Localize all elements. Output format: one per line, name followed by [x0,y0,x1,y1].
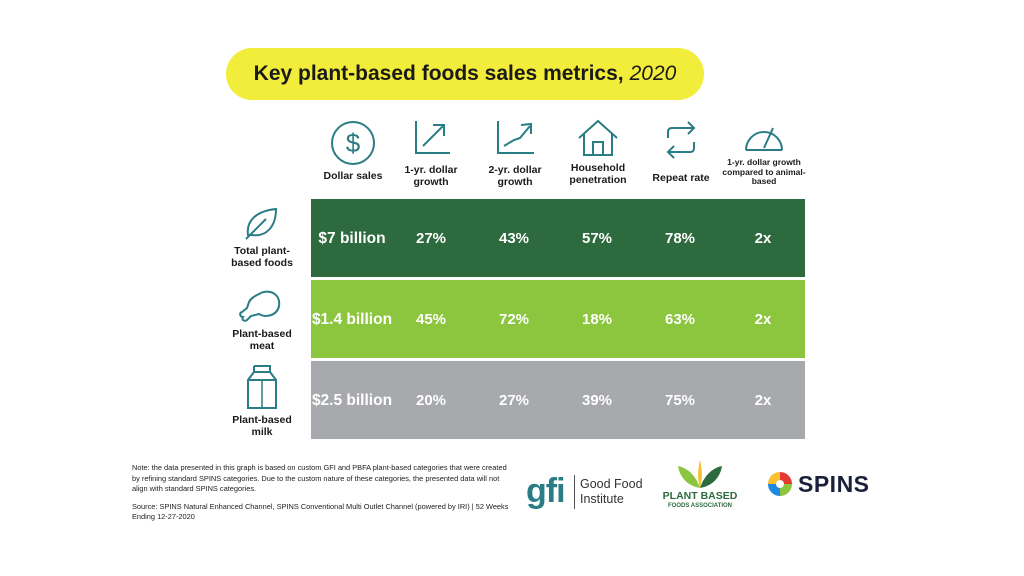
leaf-icon [245,207,278,240]
pbfa-line2: FOODS ASSOCIATION [667,503,732,509]
title-main: Key plant-based foods sales metrics, [253,62,624,85]
pbfa-logo: PLANT BASED FOODS ASSOCIATION [660,458,740,514]
cell-household-penetration: 18% [581,310,613,328]
column-label: 1-yr. dollar growth compared to animal-b… [722,157,806,186]
row-plant-based-milk: $2.5 billion 20% 27% 39% 75% 2x [311,361,805,439]
cell-repeat-rate: 78% [664,229,696,247]
cell-repeat-rate: 75% [664,391,696,409]
cell-dollar-sales: $2.5 billion [311,391,393,409]
cell-2yr-growth: 43% [498,229,530,247]
cell-2yr-growth: 72% [498,310,530,328]
row-label-total: Total plant-based foods [222,205,302,269]
gfi-logo: gfi Good Food Institute [526,471,648,515]
cell-household-penetration: 57% [581,229,613,247]
gfi-name-line2: Institute [580,492,624,506]
svg-text:$: $ [346,128,361,158]
cell-vs-animal: 2x [754,391,772,409]
row-plant-based-meat: $1.4 billion 45% 72% 18% 63% 2x [311,280,805,358]
cell-dollar-sales: $1.4 billion [311,310,393,328]
gfi-name-line1: Good Food [580,477,643,491]
cell-2yr-growth: 27% [498,391,530,409]
pbfa-line1: PLANT BASED [662,490,738,502]
column-label: Dollar sales [323,170,383,182]
gfi-mark: gfi [526,472,566,510]
milk-carton-icon [247,365,277,409]
column-header-2yr-growth: 2-yr. dollar growth [470,118,560,188]
cell-dollar-sales: $7 billion [318,229,386,247]
column-label: Repeat rate [652,172,710,184]
trend-up-icon [497,121,534,154]
gauge-icon [745,127,783,151]
footnote: Note: the data presented in this graph i… [132,463,512,530]
column-header-vs-animal-based: 1-yr. dollar growth compared to animal-b… [719,118,809,186]
cell-vs-animal: 2x [754,310,772,328]
cell-repeat-rate: 63% [664,310,696,328]
gfi-divider [574,475,575,509]
chicken-leg-icon [239,290,281,322]
house-icon [578,119,618,156]
column-header-repeat-rate: Repeat rate [636,118,726,184]
source-text: Source: SPINS Natural Enhanced Channel, … [132,501,509,522]
dollar-icon: $ [331,121,375,165]
note-text: Note: the data presented in this graph i… [132,463,507,493]
row-label-meat: Plant-based meat [222,286,302,352]
spins-globe-icon [768,472,792,496]
arrow-up-right-icon [415,121,450,154]
cell-1yr-growth: 45% [415,310,447,328]
column-header-household-penetration: Household penetration [553,118,643,186]
row-label-text: Plant-based meat [232,328,292,352]
column-label: 1-yr. dollar growth [404,164,458,188]
row-label-text: Total plant-based foods [231,245,293,269]
sprout-icon [678,460,722,488]
cell-1yr-growth: 20% [415,391,447,409]
column-label: 2-yr. dollar growth [488,164,542,188]
row-label-milk: Plant-based milk [222,364,302,438]
column-label: Household penetration [569,162,627,186]
page-title: Key plant-based foods sales metrics, 202… [226,48,704,100]
cell-household-penetration: 39% [581,391,613,409]
repeat-arrows-icon [666,121,696,159]
cell-1yr-growth: 27% [415,229,447,247]
column-header-1yr-growth: 1-yr. dollar growth [386,118,476,188]
column-header-dollar-sales: $ Dollar sales [308,118,398,182]
spins-logo: SPINS [766,470,878,500]
title-year: 2020 [629,62,677,85]
row-total-plant-based: $7 billion 27% 43% 57% 78% 2x [311,199,805,277]
spins-wordmark: SPINS [798,471,870,497]
cell-vs-animal: 2x [754,229,772,247]
row-label-text: Plant-based milk [232,414,292,438]
